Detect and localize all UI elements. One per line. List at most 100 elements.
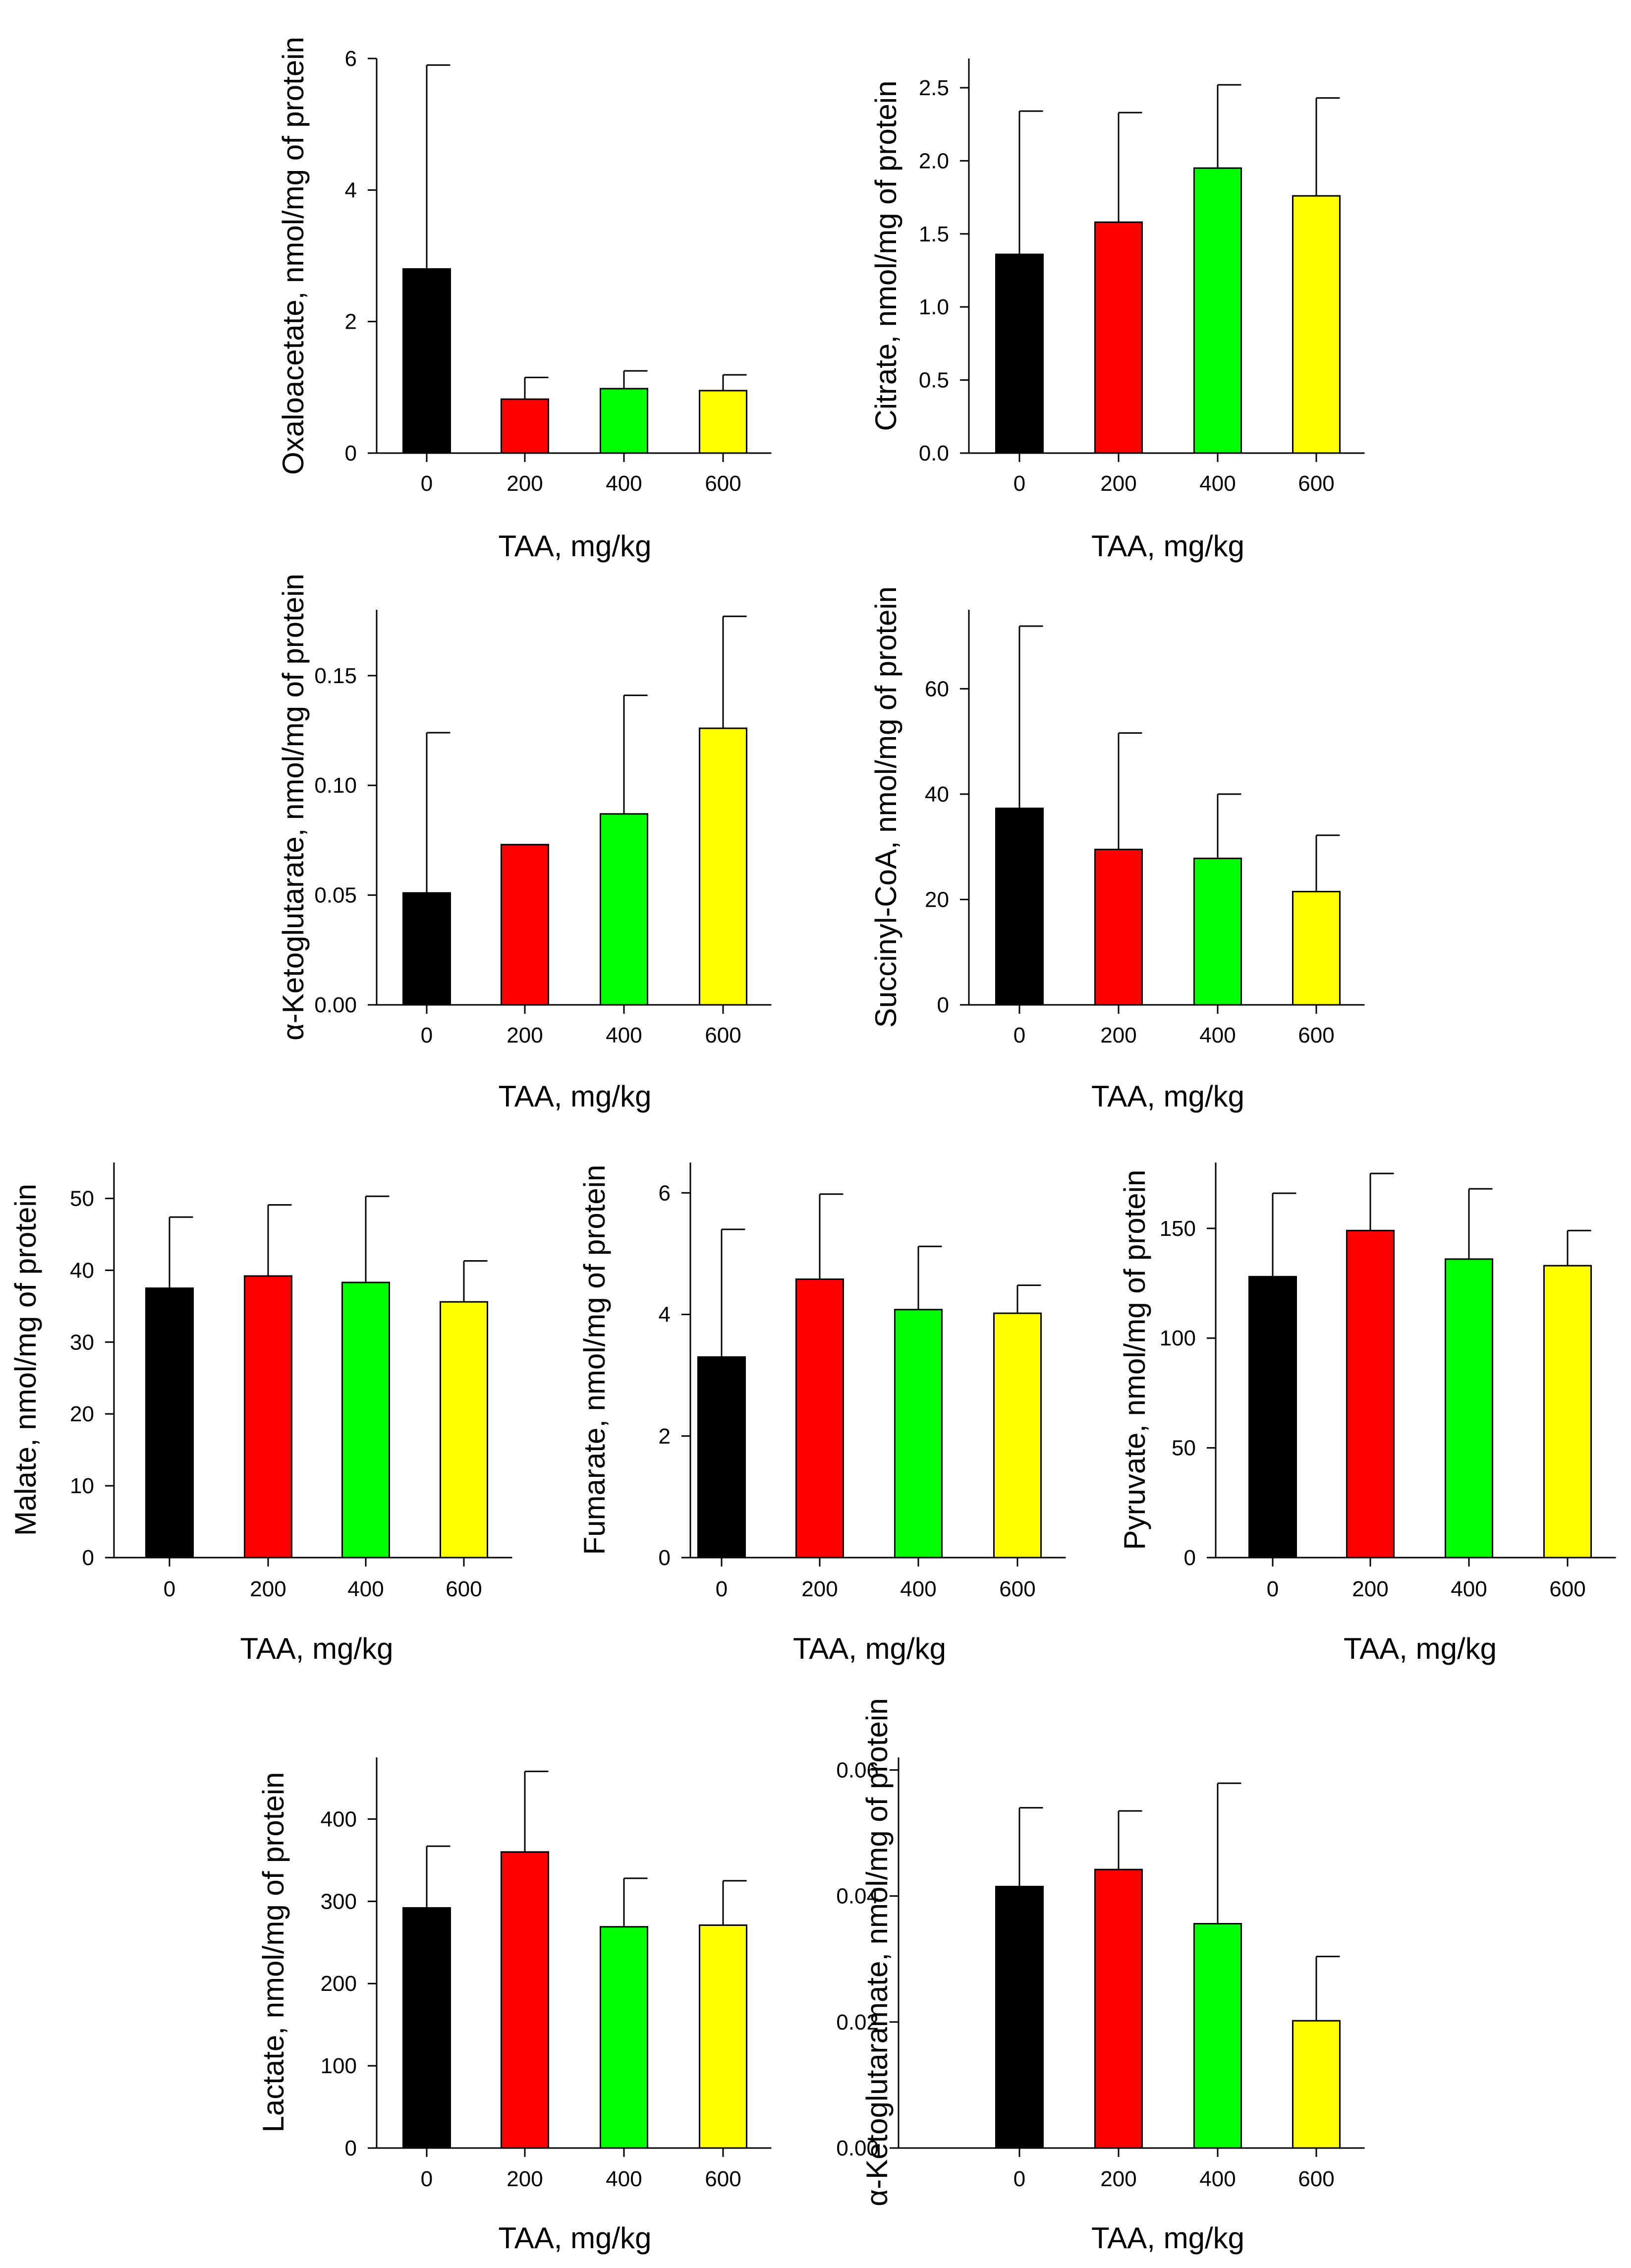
bar-600 [699,727,747,1006]
chart-panel-pyruvate: 0 50 100 150 0 200 400 600 TAA, mg/kg Pyruvate, n… [1118,1163,1616,1665]
bar-200 [795,1278,844,1559]
y-axis-title: α-Ketoglutarate, nmol/mg of protein [277,574,310,1041]
y-tick-label: 0.5 [919,368,949,393]
x-axis-title: TAA, mg/kg [499,529,652,563]
y-tick-label: 1.5 [919,222,949,246]
y-tick-label: 0.15 [314,664,357,688]
bar-600 [1292,195,1341,454]
y-tick-label: 300 [321,1889,357,1914]
bar-0 [402,1907,451,2149]
x-tick-label: 400 [347,1577,384,1601]
bar-0 [402,892,451,1006]
x-tick-label: 200 [250,1577,286,1601]
y-tick-label: 40 [925,782,949,807]
y-tick-label: 0.05 [314,883,357,908]
bar-200 [1346,1229,1395,1559]
chart-panel-alpha-ketoglutarate: 0.00 0.05 0.10 0.15 0 200 400 600 TAA, mg/kg α-Ke… [277,574,772,1113]
y-tick-label: 0.0 [919,441,949,465]
x-tick-label: 0 [421,1023,433,1047]
y-tick-label: 200 [321,1972,357,1996]
x-tick-label: 200 [506,2167,543,2191]
x-tick-label: 200 [801,1577,838,1601]
y-tick-label: 1.0 [919,295,949,319]
y-tick-label: 4 [659,1303,671,1327]
y-tick-label: 0 [659,1546,671,1570]
bar-400 [1193,858,1242,1006]
x-tick-label: 200 [1100,2167,1136,2191]
y-axis-title: Citrate, nmol/mg of protein [869,81,902,431]
x-axis-title: TAA, mg/kg [499,1080,652,1113]
bar-400 [341,1281,390,1559]
x-tick-label: 600 [1549,1577,1585,1601]
x-tick-label: 600 [705,471,741,496]
x-tick-label: 0 [421,471,433,496]
x-tick-label: 0 [1013,1023,1025,1047]
y-tick-label: 0 [1184,1546,1196,1570]
y-tick-label: 100 [321,2054,357,2078]
chart-panel-oxaloacetate: 0 2 4 6 0 200 400 600 TAA, mg/kg Oxaloacetate, nm… [277,37,772,563]
bar-0 [995,1886,1044,2149]
x-tick-label: 400 [900,1577,936,1601]
bar-400 [600,388,648,454]
y-tick-label: 150 [1160,1217,1196,1241]
bar-200 [1094,849,1143,1006]
y-tick-label: 40 [70,1258,94,1282]
y-tick-label: 4 [345,178,357,202]
y-tick-label: 100 [1160,1326,1196,1350]
bar-400 [1193,167,1242,454]
x-axis-title: TAA, mg/kg [793,1632,946,1665]
bar-200 [1094,1868,1143,2149]
x-tick-label: 600 [705,2167,741,2191]
x-tick-label: 200 [1352,1577,1388,1601]
y-tick-label: 2.0 [919,149,949,173]
x-axis-title: TAA, mg/kg [1091,2221,1244,2255]
y-tick-label: 400 [321,1807,357,1831]
y-tick-label: 0.04 [836,1884,879,1909]
x-tick-label: 200 [506,1023,543,1047]
x-tick-label: 600 [1298,2167,1334,2191]
bar-400 [1193,1923,1242,2149]
y-tick-label: 50 [1172,1436,1196,1460]
y-axis-title: Lactate, nmol/mg of protein [257,1772,290,2132]
x-tick-label: 600 [1298,1023,1334,1047]
chart-panel-fumarate: 0 2 4 6 0 200 400 600 TAA, mg/kg Fumarate, nmol/m… [578,1163,1066,1665]
y-tick-label: 2 [659,1424,671,1449]
bar-200 [501,398,549,454]
y-tick-label: 0 [345,441,357,465]
x-tick-label: 400 [1451,1577,1487,1601]
x-tick-label: 400 [606,471,642,496]
chart-panel-malate: 0 10 20 30 40 50 0 200 400 600 TAA, mg/kg Malate, n… [9,1163,512,1665]
y-tick-label: 0.00 [314,993,357,1017]
y-tick-label: 0 [345,2136,357,2160]
y-axis-title: Fumarate, nmol/mg of protein [578,1164,611,1555]
x-tick-label: 400 [1199,2167,1236,2191]
bar-200 [501,844,549,1006]
bar-600 [993,1312,1042,1559]
bar-0 [145,1287,194,1559]
y-tick-label: 2 [345,310,357,334]
x-axis-title: TAA, mg/kg [1091,529,1244,563]
y-tick-label: 60 [925,677,949,701]
bar-200 [244,1275,292,1559]
x-axis-title: TAA, mg/kg [240,1632,394,1665]
y-tick-label: 20 [925,887,949,912]
y-tick-label: 0 [82,1546,94,1570]
y-axis-title: α-Ketoglutaramate, nmol/mg of protein [860,1698,894,2206]
y-axis-title: Succinyl-CoA, nmol/mg of protein [869,586,902,1028]
x-tick-label: 400 [1199,471,1236,496]
x-axis-title: TAA, mg/kg [1344,1632,1497,1665]
y-tick-label: 0.06 [836,1758,879,1782]
x-axis-title: TAA, mg/kg [499,2221,652,2255]
x-tick-label: 0 [164,1577,175,1601]
y-tick-label: 20 [70,1402,94,1426]
x-tick-label: 0 [1013,2167,1025,2191]
x-tick-label: 600 [1298,471,1334,496]
bar-0 [995,808,1044,1006]
x-axis-title: TAA, mg/kg [1091,1080,1244,1113]
chart-panel-lactate: 0 100 200 300 400 0 200 400 600 TAA, mg/kg Lactate… [257,1757,772,2255]
y-tick-label: 0.10 [314,773,357,798]
bar-400 [600,813,648,1006]
